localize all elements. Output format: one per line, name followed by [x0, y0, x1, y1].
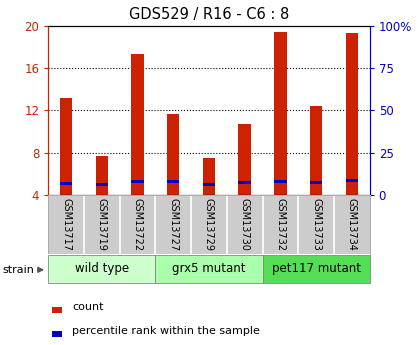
- Text: GSM13719: GSM13719: [97, 198, 107, 251]
- Text: wild type: wild type: [75, 262, 129, 275]
- Bar: [310, 106, 322, 195]
- Text: pet117 mutant: pet117 mutant: [272, 262, 360, 275]
- Text: GSM13730: GSM13730: [240, 198, 249, 251]
- FancyBboxPatch shape: [48, 255, 155, 283]
- Bar: [310, 181, 322, 184]
- Bar: [346, 179, 358, 182]
- Text: count: count: [72, 302, 104, 312]
- Bar: [131, 55, 144, 195]
- FancyBboxPatch shape: [155, 255, 262, 283]
- Bar: [131, 180, 144, 183]
- Bar: [52, 307, 62, 313]
- Bar: [167, 180, 179, 183]
- Text: percentile rank within the sample: percentile rank within the sample: [72, 326, 260, 336]
- Text: GSM13722: GSM13722: [133, 198, 142, 251]
- Text: GSM13732: GSM13732: [276, 198, 285, 251]
- Bar: [274, 180, 286, 183]
- Bar: [203, 183, 215, 186]
- Text: GSM13729: GSM13729: [204, 198, 214, 251]
- Bar: [346, 33, 358, 195]
- Bar: [60, 181, 72, 185]
- Bar: [52, 331, 62, 337]
- Text: GSM13733: GSM13733: [311, 198, 321, 251]
- Bar: [96, 183, 108, 186]
- Bar: [60, 98, 72, 195]
- Text: GSM13734: GSM13734: [347, 198, 357, 251]
- Text: GSM13717: GSM13717: [61, 198, 71, 251]
- Bar: [167, 114, 179, 195]
- Bar: [239, 124, 251, 195]
- Bar: [203, 158, 215, 195]
- Text: GSM13727: GSM13727: [168, 198, 178, 251]
- Bar: [274, 32, 286, 195]
- Bar: [96, 156, 108, 195]
- Bar: [239, 181, 251, 184]
- Text: strain: strain: [2, 265, 34, 275]
- FancyBboxPatch shape: [262, 255, 370, 283]
- Title: GDS529 / R16 - C6 : 8: GDS529 / R16 - C6 : 8: [129, 7, 289, 22]
- Text: grx5 mutant: grx5 mutant: [172, 262, 246, 275]
